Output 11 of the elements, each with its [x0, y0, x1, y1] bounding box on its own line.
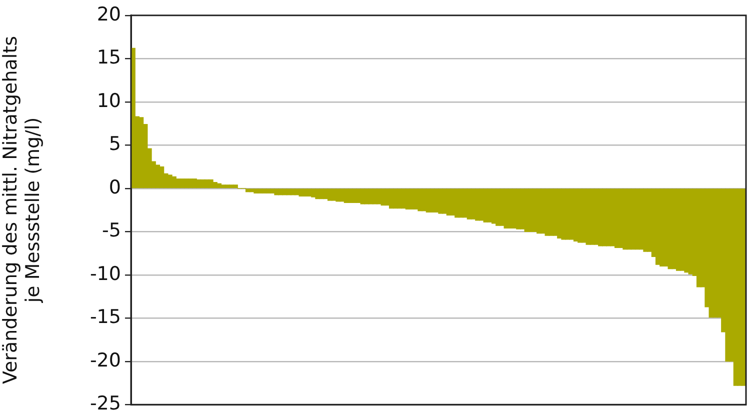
y-tick-label: 10 [96, 90, 121, 112]
y-tick-label: 0 [108, 176, 121, 198]
y-tick-label: -15 [90, 306, 121, 328]
y-tick-label: -20 [90, 349, 121, 372]
y-tick-label: 15 [96, 46, 121, 69]
y-tick-label: 5 [108, 133, 121, 156]
y-tick-label: -5 [102, 220, 121, 242]
y-tick-label: -25 [90, 392, 121, 415]
y-tick-label: 20 [96, 3, 121, 26]
y-axis-title: Veränderung des mittl. Nitratgehalts je Messstelle (mg/l) [0, 36, 44, 384]
y-tick-label: -10 [90, 262, 121, 285]
